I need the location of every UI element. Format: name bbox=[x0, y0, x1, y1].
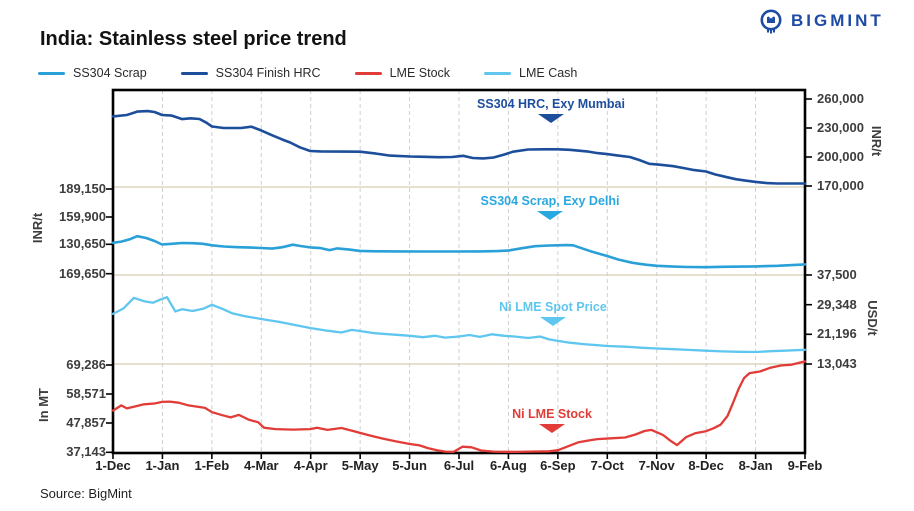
left-inr-tick-label: 189,150 bbox=[59, 181, 106, 196]
bigmint-logo-text: BIGMINT bbox=[791, 11, 884, 30]
chart-legend: SS304 Scrap SS304 Finish HRC LME Stock L… bbox=[38, 66, 577, 80]
triangle-down-icon bbox=[538, 114, 564, 123]
left-mt-tick-label: 47,857 bbox=[66, 415, 106, 430]
x-tick-label: 4-Mar bbox=[243, 458, 279, 473]
legend-line-swatch bbox=[484, 71, 512, 75]
left-mt-tick-label: 69,286 bbox=[66, 357, 106, 372]
x-tick-label: 8-Dec bbox=[688, 458, 724, 473]
chart-title: India: Stainless steel price trend bbox=[40, 28, 347, 50]
annotation-label: Ni LME Stock bbox=[512, 407, 592, 421]
legend-line-swatch bbox=[354, 71, 382, 75]
x-tick-label: 4-Apr bbox=[293, 458, 328, 473]
x-tick-label: 6-Aug bbox=[490, 458, 527, 473]
annotation-ss304-hrc: SS304 HRC, Exy Mumbai bbox=[431, 97, 671, 123]
left-mt-tick-label: 58,571 bbox=[66, 386, 106, 401]
x-tick-label: 9-Feb bbox=[787, 458, 823, 473]
annotation-label: SS304 HRC, Exy Mumbai bbox=[477, 97, 625, 111]
annotation-ni-lme-stock: Ni LME Stock bbox=[432, 407, 672, 433]
series-line-ss304-scrap bbox=[111, 234, 807, 269]
left-inr-tick-label: 130,650 bbox=[59, 236, 106, 252]
right-inr-axis-unit: INR/t bbox=[869, 125, 884, 157]
annotation-ni-lme-spot: Ni LME Spot Price bbox=[433, 300, 673, 326]
triangle-down-icon bbox=[537, 211, 563, 220]
right-usd-tick-label: 29,348 bbox=[817, 296, 857, 312]
legend-label: LME Cash bbox=[519, 66, 578, 80]
right-inr-tick-label: 170,000 bbox=[817, 178, 864, 193]
left-inr-tick-label: 159,900 bbox=[59, 209, 106, 224]
legend-label: SS304 Finish HRC bbox=[215, 66, 321, 80]
x-tick-label: 7-Oct bbox=[590, 458, 624, 473]
x-tick-label: 6-Jul bbox=[443, 458, 475, 473]
legend-line-swatch bbox=[180, 71, 208, 75]
x-tick-label: 1-Jan bbox=[145, 458, 180, 473]
left-mt-tick-label: 37,143 bbox=[66, 444, 106, 460]
x-tick-label: 1-Feb bbox=[194, 458, 230, 473]
right-usd-tick-label: 21,196 bbox=[817, 326, 857, 342]
triangle-down-icon bbox=[539, 424, 565, 433]
x-tick-label: 1-Dec bbox=[95, 458, 131, 473]
legend-label: SS304 Scrap bbox=[73, 66, 147, 80]
series-line-lme-stock bbox=[111, 360, 807, 454]
bigmint-logo: BIGMINT bbox=[758, 8, 884, 34]
right-usd-tick-label: 13,043 bbox=[817, 356, 857, 371]
right-usd-tick-label: 37,500 bbox=[817, 267, 857, 282]
legend-item-lme-cash: LME Cash bbox=[484, 66, 577, 80]
source-note: Source: BigMint bbox=[40, 486, 132, 501]
legend-item-ss304-scrap: SS304 Scrap bbox=[38, 66, 147, 80]
x-tick-label: 5-Jun bbox=[392, 458, 427, 473]
x-tick-label: 6-Sep bbox=[540, 458, 576, 473]
series-line-ss304-finish-hrc bbox=[111, 109, 807, 185]
annotation-label: SS304 Scrap, Exy Delhi bbox=[480, 194, 620, 208]
legend-line-swatch bbox=[38, 71, 65, 75]
x-tick-label: 7-Nov bbox=[638, 458, 675, 473]
legend-item-lme-stock: LME Stock bbox=[354, 66, 451, 80]
triangle-down-icon bbox=[540, 317, 566, 326]
right-inr-tick-label: 260,000 bbox=[817, 91, 864, 106]
right-inr-tick-label: 230,000 bbox=[817, 120, 864, 135]
right-inr-tick-label: 200,000 bbox=[817, 149, 864, 164]
left-inr-axis-unit: INR/t bbox=[30, 212, 45, 244]
annotation-label: Ni LME Spot Price bbox=[499, 300, 607, 314]
bigmint-owl-icon bbox=[760, 9, 782, 34]
right-usd-axis-unit: USD/t bbox=[865, 300, 880, 336]
legend-item-ss304-finish-hrc: SS304 Finish HRC bbox=[180, 66, 321, 80]
annotation-ss304-scrap: SS304 Scrap, Exy Delhi bbox=[430, 194, 670, 220]
x-tick-label: 5-May bbox=[341, 458, 379, 473]
legend-label: LME Stock bbox=[389, 66, 451, 80]
series-line-lme-cash bbox=[111, 296, 807, 354]
x-tick-label: 8-Jan bbox=[738, 458, 773, 473]
left-mt-axis-unit: In MT bbox=[36, 388, 51, 422]
left-inr-tick-label: 169,650 bbox=[59, 265, 106, 281]
